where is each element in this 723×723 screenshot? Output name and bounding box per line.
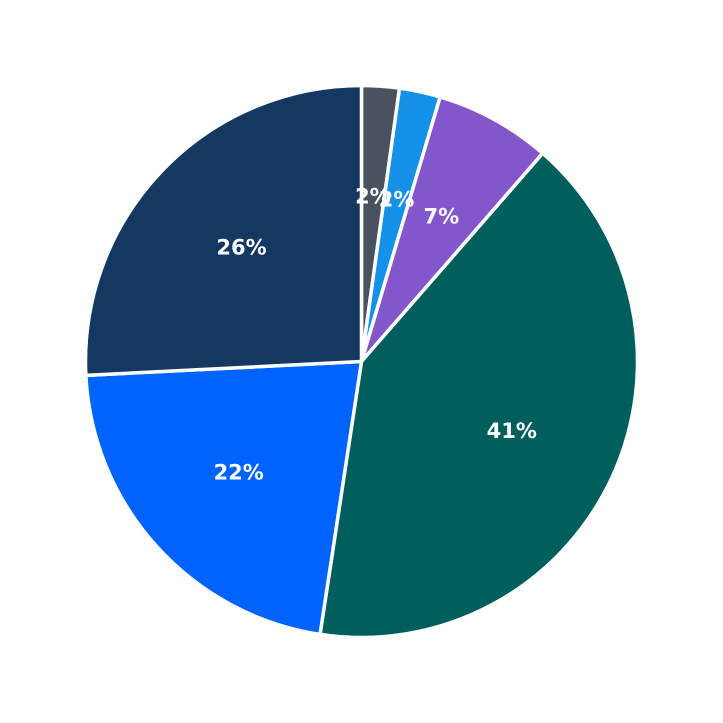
pie-slice-4 (84, 359, 364, 637)
pie-slice-label-0: 2% (355, 184, 391, 208)
pie-slice-2 (359, 95, 545, 364)
pie-slice-label-4: 22% (214, 461, 264, 485)
labels-layer: 2%2% 7% 41% 22% 26% (214, 184, 537, 484)
slices-layer (83, 83, 640, 640)
pie-slice-label-1: 2% (379, 188, 415, 212)
pie-slice-label-2: 7% (423, 204, 459, 228)
pie-slice-label-5: 26% (216, 235, 266, 259)
pie-slice-5 (83, 83, 364, 378)
pie-slice-label-3: 41% (487, 419, 537, 443)
pie-slice-3 (318, 151, 640, 640)
